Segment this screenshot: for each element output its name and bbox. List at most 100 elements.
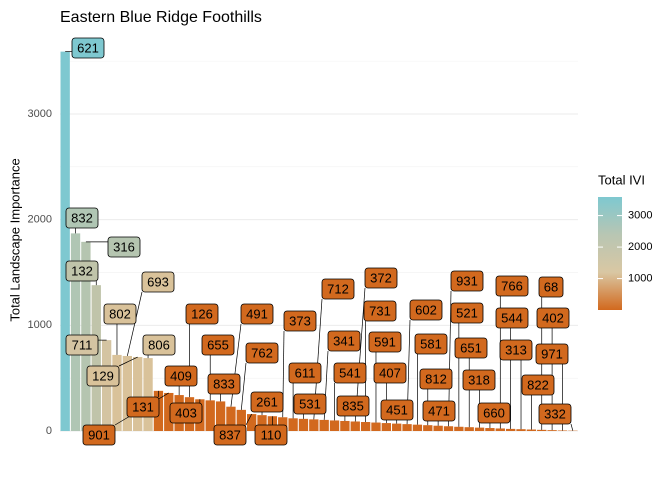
bar-label: 313	[505, 342, 527, 357]
bar	[112, 354, 122, 431]
bar-label: 373	[289, 313, 311, 328]
legend-tick-label: 1000	[628, 272, 652, 284]
bar	[298, 418, 309, 431]
label-box	[363, 300, 397, 322]
bar-label: 132	[71, 263, 93, 278]
bar	[423, 425, 433, 431]
bar-label: 521	[456, 305, 478, 320]
bar	[215, 401, 226, 431]
legend-title: Total IVI	[598, 172, 645, 187]
label-box	[538, 403, 572, 425]
bar	[495, 428, 505, 431]
label-box	[185, 303, 219, 325]
label-box	[293, 393, 327, 415]
label-box	[240, 303, 274, 325]
bar-label: 261	[256, 394, 278, 409]
bar-label: 611	[295, 365, 316, 380]
bar	[278, 417, 288, 431]
label-box	[65, 207, 99, 229]
bar	[526, 429, 537, 431]
leader-line	[240, 362, 247, 410]
bar	[412, 424, 423, 431]
bar	[392, 423, 402, 431]
label-box	[213, 424, 247, 446]
label-box	[142, 334, 176, 356]
bar-label: 491	[246, 306, 268, 321]
label-box	[462, 369, 496, 391]
bar-label: 766	[501, 278, 523, 293]
bar-label: 471	[428, 403, 450, 418]
bar-label: 712	[327, 281, 349, 296]
bar-label: 129	[92, 368, 114, 383]
legend-tick-label: 3000	[628, 209, 652, 221]
bar	[70, 233, 81, 431]
y-tick-label: 2000	[28, 214, 52, 226]
label-box	[368, 331, 402, 353]
bar	[236, 409, 246, 431]
bar-label: 544	[501, 310, 523, 325]
label-box	[321, 278, 355, 300]
bar-label: 372	[370, 270, 392, 285]
label-box	[201, 334, 235, 356]
label-box	[422, 400, 456, 422]
bar	[205, 400, 215, 431]
label-box	[409, 299, 443, 321]
bar-label: 131	[132, 399, 154, 414]
bar	[91, 285, 101, 431]
bar-label: 126	[191, 306, 213, 321]
bar-label: 651	[460, 340, 482, 355]
bar	[340, 420, 350, 431]
bar	[360, 422, 371, 431]
label-box	[495, 307, 529, 329]
bar	[516, 429, 526, 431]
bar	[309, 419, 319, 431]
bar	[164, 392, 174, 431]
label-box	[414, 333, 448, 355]
bar	[485, 428, 495, 431]
label-box	[380, 399, 414, 421]
bar	[143, 358, 153, 431]
bar-label: 971	[541, 346, 563, 361]
bar-label: 833	[213, 376, 235, 391]
bar	[246, 414, 257, 431]
bar	[557, 430, 568, 431]
bar-label: 541	[339, 365, 361, 380]
bar-label: 812	[425, 371, 447, 386]
label-box	[450, 270, 484, 292]
label-box	[164, 365, 198, 387]
bar-label: 602	[415, 302, 437, 317]
bar-label: 802	[109, 306, 131, 321]
bar	[60, 51, 70, 431]
bar-label: 591	[374, 334, 396, 349]
label-box	[538, 276, 564, 298]
bar-label: 655	[207, 337, 229, 352]
label-box	[419, 368, 453, 390]
y-tick-label: 3000	[28, 108, 52, 120]
colorbar	[598, 197, 622, 310]
label-box	[250, 391, 284, 413]
label-box	[450, 302, 484, 324]
leader-line	[245, 413, 252, 426]
bar-label: 835	[342, 398, 364, 413]
label-box	[107, 236, 141, 258]
bar	[371, 422, 381, 431]
leader-line	[570, 423, 574, 431]
label-box	[535, 343, 569, 365]
label-box	[521, 374, 555, 396]
bar	[547, 430, 557, 431]
bar	[288, 418, 298, 431]
legend-tick-label: 2000	[628, 241, 652, 253]
bar-label: 660	[483, 405, 505, 420]
bar	[537, 429, 547, 431]
bar	[319, 419, 329, 431]
bar	[433, 425, 443, 431]
bar-label: 901	[88, 427, 110, 442]
bar-label: 402	[542, 310, 564, 325]
bar	[474, 427, 485, 431]
bar-label: 581	[420, 336, 442, 351]
labels: 621 832 316 132 711 802 693 129 806 131 901 409 126 4…	[65, 37, 572, 446]
y-tick-label: 1000	[28, 319, 52, 331]
bar-label: 316	[113, 239, 135, 254]
bar	[226, 406, 236, 431]
label-box	[65, 334, 99, 356]
